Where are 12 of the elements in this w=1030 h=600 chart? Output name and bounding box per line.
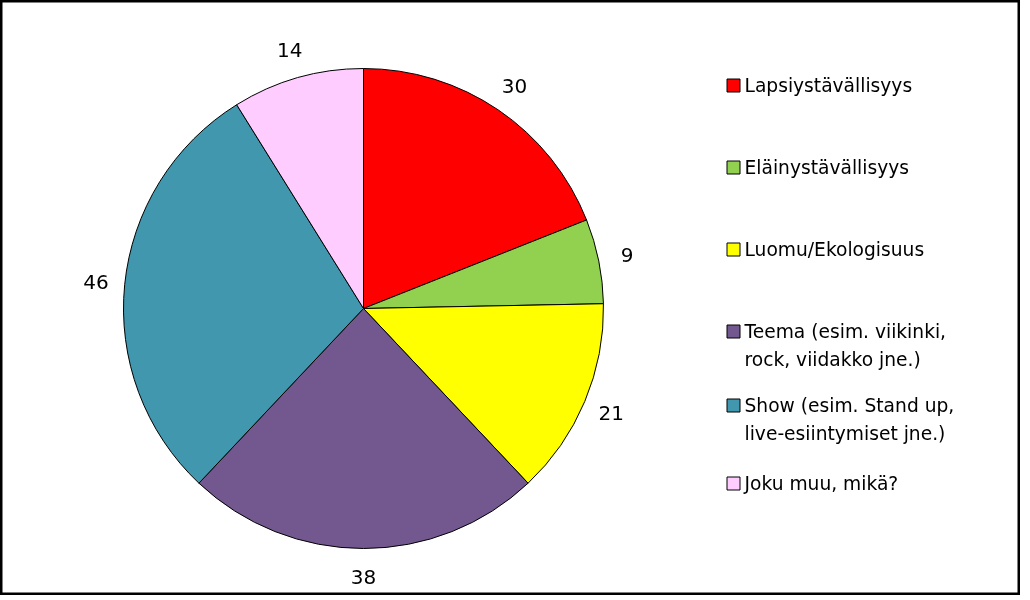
- data-label: 46: [83, 269, 109, 294]
- legend-label: Lapsiystävällisyys: [744, 75, 913, 96]
- data-label: 21: [598, 400, 625, 425]
- legend-label: Luomu/Ekologisuus: [744, 239, 925, 260]
- legend-label: Joku muu, mikä?: [743, 473, 899, 494]
- data-label: 14: [276, 38, 303, 63]
- data-label: 9: [620, 243, 634, 268]
- legend-label: Eläinystävällisyys: [744, 157, 909, 178]
- data-label: 30: [501, 74, 528, 99]
- legend-label: Teema (esim. viikinki, rock, viidakko jne.): [743, 321, 947, 370]
- data-label: 38: [350, 565, 377, 590]
- legend-label: Show (esim. Stand up, live-esiintymiset jne.): [744, 395, 955, 444]
